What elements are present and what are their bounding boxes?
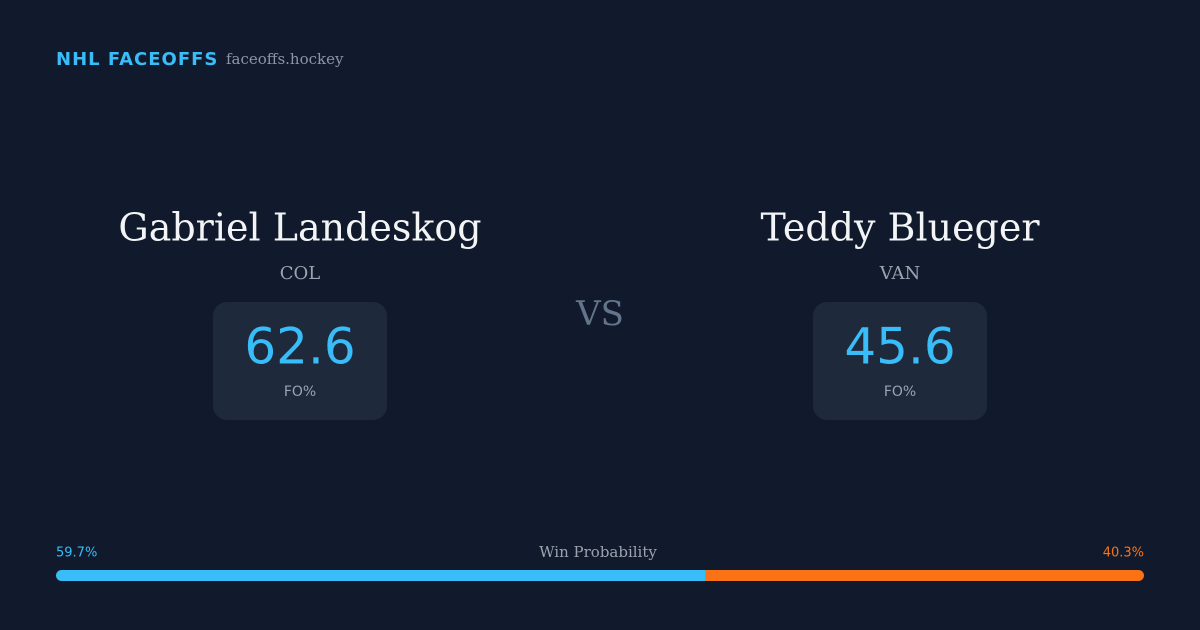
win-prob-bar [56,570,1144,581]
brand: NHL FACEOFFS [56,49,218,70]
fo-label: FO% [884,384,916,400]
player-name: Teddy Blueger [760,206,1040,250]
home-prob-label: 59.7% [56,546,97,561]
win-prob-title: Win Probability [539,543,657,561]
site: faceoffs.hockey [226,50,344,68]
player-name: Gabriel Landeskog [118,206,481,250]
vs: VS [575,294,624,334]
stat-card [813,302,987,420]
stat-card [213,302,387,420]
home-segment [56,570,706,581]
fo-value: 45.6 [844,318,955,376]
fo-value: 62.6 [244,318,355,376]
away-segment [705,570,1144,581]
team: VAN [879,263,921,284]
team: COL [280,263,321,284]
fo-label: FO% [284,384,316,400]
away-prob-label: 40.3% [1103,546,1144,561]
